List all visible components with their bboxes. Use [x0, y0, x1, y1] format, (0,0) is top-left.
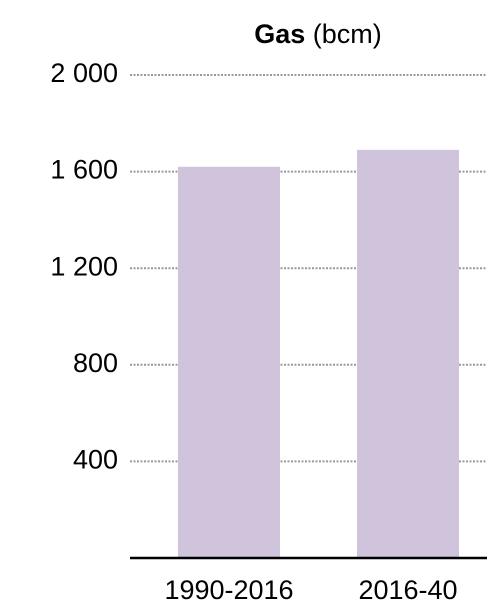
- y-tick-label: 400: [73, 445, 118, 475]
- y-tick-label: 1 600: [50, 155, 118, 185]
- x-tick-label: 1990-2016: [164, 575, 293, 605]
- title-unit: (bcm): [313, 19, 382, 49]
- y-tick-label: 1 200: [50, 251, 118, 281]
- y-tick-label: 800: [73, 348, 118, 378]
- bar: [177, 166, 281, 558]
- chart-title: Gas (bcm): [254, 19, 382, 49]
- x-tick-label: 2016-40: [358, 575, 457, 605]
- y-tick-label: 2 000: [50, 58, 118, 88]
- bar: [356, 149, 460, 559]
- title-main: Gas: [254, 19, 305, 49]
